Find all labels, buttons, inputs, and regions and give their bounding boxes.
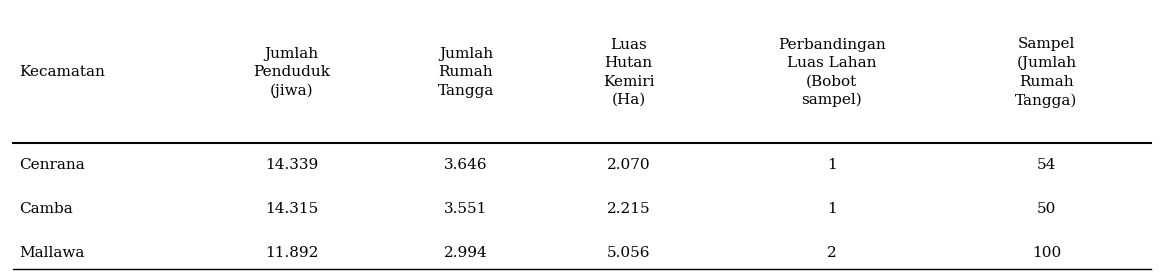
Text: 100: 100	[1031, 246, 1062, 260]
Text: 2.070: 2.070	[606, 158, 651, 172]
Text: Jumlah
Penduduk
(jiwa): Jumlah Penduduk (jiwa)	[254, 47, 331, 98]
Text: 50: 50	[1037, 202, 1056, 216]
Text: 14.315: 14.315	[265, 202, 318, 216]
Text: Mallawa: Mallawa	[19, 246, 84, 260]
Text: 2: 2	[826, 246, 837, 260]
Text: 1: 1	[826, 158, 837, 172]
Text: 5.056: 5.056	[606, 246, 651, 260]
Text: Jumlah
Rumah
Tangga: Jumlah Rumah Tangga	[438, 47, 494, 98]
Text: 2.994: 2.994	[443, 246, 488, 260]
Text: 3.646: 3.646	[443, 158, 488, 172]
Text: 11.892: 11.892	[265, 246, 319, 260]
Text: 1: 1	[826, 202, 837, 216]
Text: 14.339: 14.339	[265, 158, 318, 172]
Text: Perbandingan
Luas Lahan
(Bobot
sampel): Perbandingan Luas Lahan (Bobot sampel)	[778, 38, 886, 107]
Text: 3.551: 3.551	[445, 202, 488, 216]
Text: 54: 54	[1037, 158, 1056, 172]
Text: Camba: Camba	[19, 202, 72, 216]
Text: Kecamatan: Kecamatan	[19, 65, 105, 79]
Text: Sampel
(Jumlah
Rumah
Tangga): Sampel (Jumlah Rumah Tangga)	[1015, 37, 1078, 108]
Text: Luas
Hutan
Kemiri
(Ha): Luas Hutan Kemiri (Ha)	[603, 38, 654, 107]
Text: Cenrana: Cenrana	[19, 158, 85, 172]
Text: 2.215: 2.215	[606, 202, 651, 216]
